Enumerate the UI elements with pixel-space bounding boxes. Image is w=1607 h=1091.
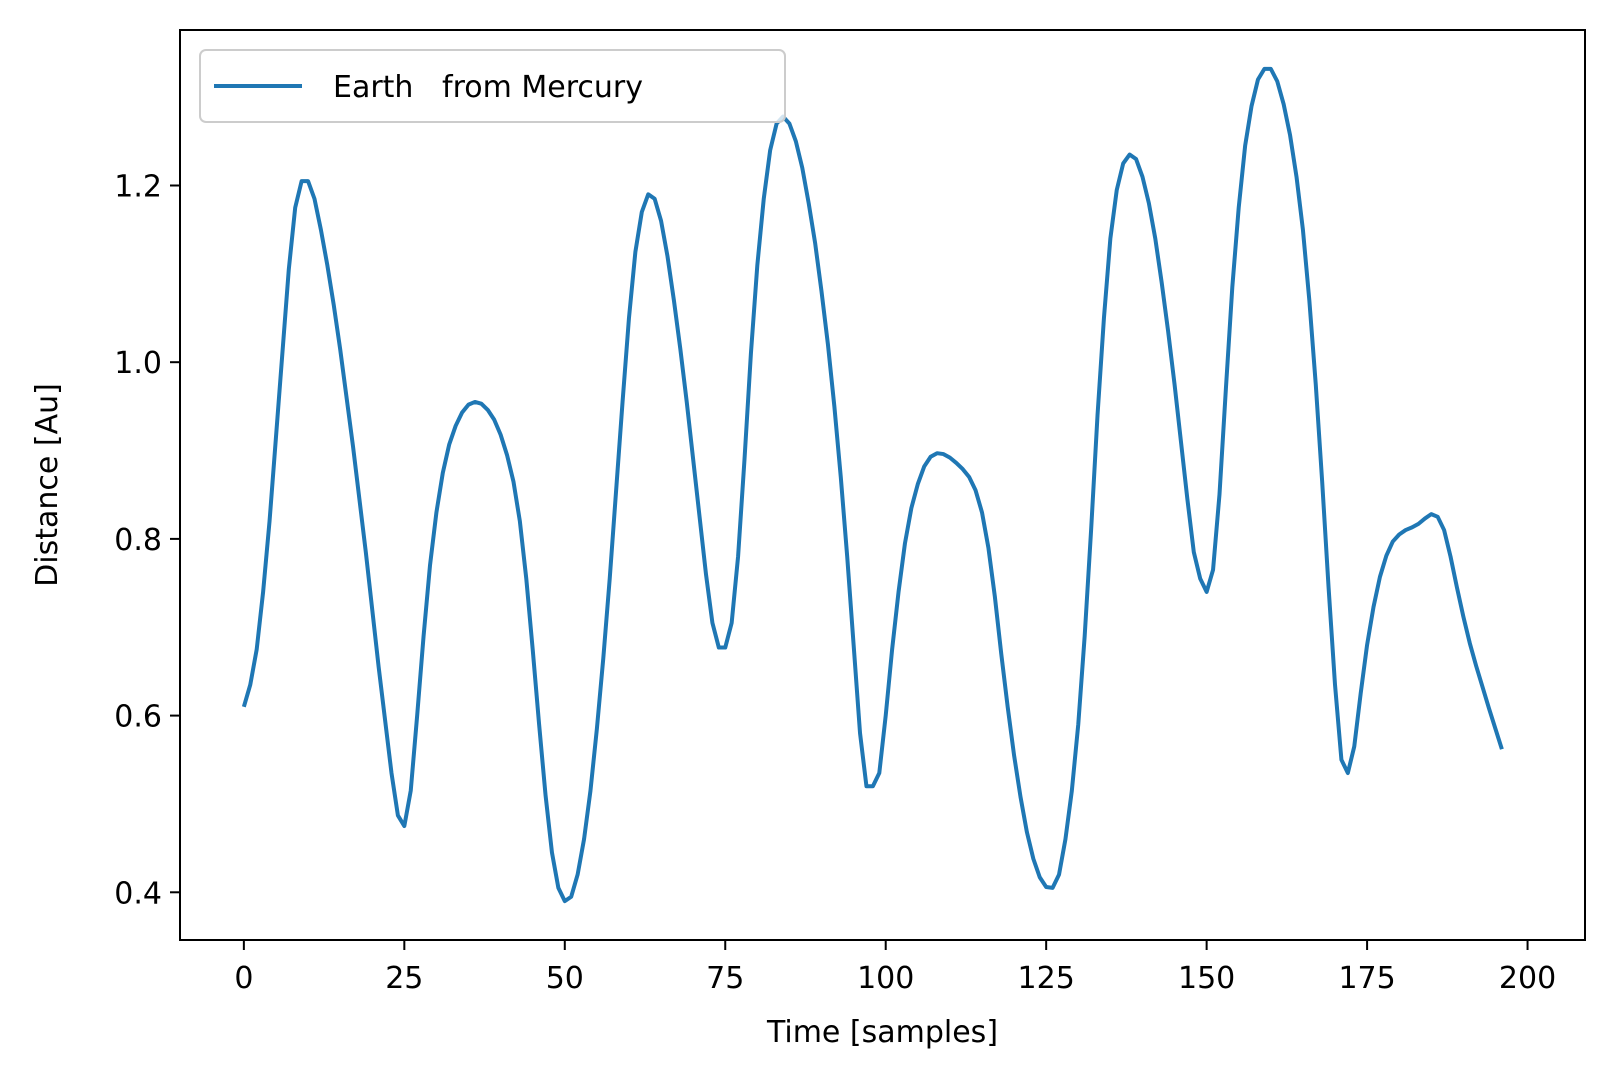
legend-label: Earth from Mercury [333, 70, 643, 105]
axes-frame [179, 29, 1586, 941]
legend-box [199, 49, 786, 123]
x-tick-label: 50 [546, 961, 584, 996]
x-tick-label: 125 [1018, 961, 1075, 996]
legend: Earth from Mercury [199, 49, 786, 123]
plot-area [241, 66, 1504, 904]
x-tick-label: 25 [385, 961, 423, 996]
x-tick-label: 200 [1499, 961, 1556, 996]
series-line [241, 66, 1504, 904]
y-axis-label: Distance [Au] [30, 383, 65, 587]
y-tick-label: 1.0 [114, 346, 162, 381]
x-tick-label: 75 [706, 961, 744, 996]
y-tick-label: 0.4 [114, 876, 162, 911]
y-tick-label: 0.8 [114, 523, 162, 558]
y-tick-label: 1.2 [114, 169, 162, 204]
ticks: 0 25 50 75 100 125 150 175 200 0.4 0.6 0.8 1.0 1.2 [114, 169, 1556, 996]
x-tick-label: 100 [857, 961, 914, 996]
x-tick-label: 175 [1338, 961, 1395, 996]
x-axis-label: Time [samples] [766, 1015, 998, 1050]
x-tick-label: 0 [234, 961, 253, 996]
x-tick-label: 150 [1178, 961, 1235, 996]
y-tick-label: 0.6 [114, 700, 162, 735]
